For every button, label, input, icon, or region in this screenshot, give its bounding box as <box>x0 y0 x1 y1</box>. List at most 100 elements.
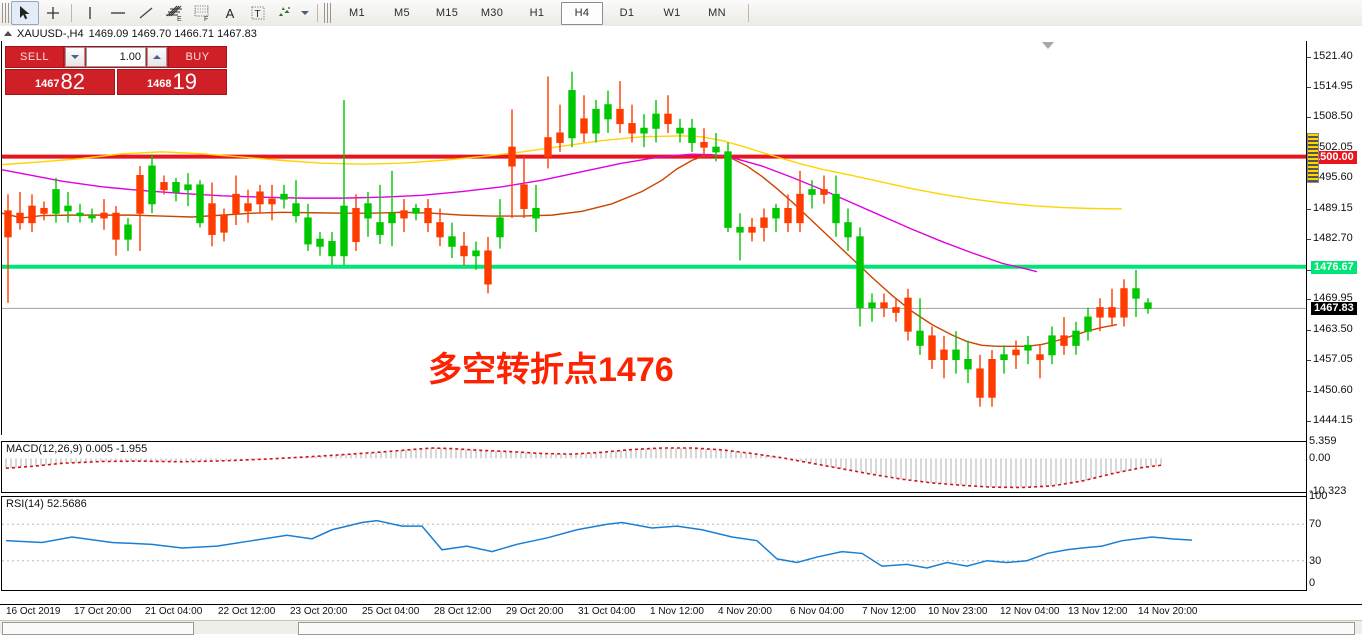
timeframe-mn[interactable]: MN <box>708 7 726 19</box>
shapes-icon[interactable] <box>272 1 300 25</box>
timeframe-h4[interactable]: H4 <box>561 1 603 25</box>
timeframe-d1[interactable]: D1 <box>619 7 635 19</box>
buy-button[interactable]: BUY <box>168 46 227 68</box>
candle <box>160 175 168 195</box>
price-scale-slider[interactable] <box>1307 133 1319 183</box>
buy-price-box[interactable]: 1468 19 <box>117 69 227 95</box>
symbol-name: XAUUSD-,H4 <box>17 27 84 40</box>
candle <box>496 199 504 249</box>
candle <box>1096 298 1104 332</box>
candle <box>472 241 480 270</box>
candle <box>736 213 744 261</box>
candle <box>580 95 588 143</box>
timeframe-m15[interactable]: M15 <box>435 7 459 19</box>
volume-increment-button[interactable] <box>147 47 167 67</box>
vertical-line-icon[interactable] <box>76 1 104 25</box>
candle <box>1120 279 1128 327</box>
candle <box>52 177 60 223</box>
candle <box>988 350 996 407</box>
candle <box>460 232 468 266</box>
candle <box>556 104 564 152</box>
scrollbar-thumb[interactable] <box>298 622 1355 635</box>
sell-price-decimal: 82 <box>60 69 85 94</box>
macd-signal-line <box>5 447 1163 489</box>
candle <box>844 208 852 251</box>
candle <box>568 71 576 148</box>
candle <box>952 331 960 374</box>
candle <box>28 194 36 233</box>
timeframe-grip[interactable] <box>324 3 331 23</box>
horizontal-line-icon[interactable] <box>104 1 132 25</box>
horizontal-scrollbar[interactable] <box>0 620 1362 635</box>
chart-plot-area: MACD(12,26,9) 0.005 -1.955 RSI(14) 52.56… <box>0 41 1362 617</box>
candle <box>1036 345 1044 379</box>
time-tick: 7 Nov 12:00 <box>862 606 916 617</box>
rsi-line <box>5 519 1193 569</box>
timeframe-m5[interactable]: M5 <box>394 7 410 19</box>
rsi-pane[interactable]: RSI(14) 52.5686 <box>1 496 1307 591</box>
sell-button[interactable]: SELL <box>5 46 64 68</box>
candle <box>316 232 324 256</box>
candle <box>916 298 924 355</box>
price-chart-svg <box>2 71 1306 407</box>
main-toolbar: E F A T M1 <box>0 0 1362 27</box>
svg-text:T: T <box>255 9 261 20</box>
candle <box>976 354 984 407</box>
timeframe-m1[interactable]: M1 <box>349 7 365 19</box>
text-icon[interactable]: A <box>225 5 235 21</box>
candle <box>724 142 732 233</box>
candle <box>892 298 900 322</box>
toolbar-divider-3 <box>748 4 749 22</box>
candle <box>628 104 636 143</box>
candle <box>328 232 336 266</box>
volume-control: 1.00 <box>64 46 168 68</box>
fibonacci-icon[interactable]: E <box>160 1 188 25</box>
cursor-icon[interactable] <box>11 1 39 25</box>
shapes-dropdown-caret-icon[interactable] <box>301 11 309 15</box>
candle <box>832 175 840 237</box>
timeframe-w1[interactable]: W1 <box>663 7 681 19</box>
timeframe-group: M1 M5 M15 M30 H1 H4 D1 W1 MN <box>336 1 738 25</box>
resistance-level-label[interactable]: 1500.00 <box>1311 150 1357 164</box>
candle <box>880 293 888 318</box>
trendline-icon[interactable] <box>132 1 160 25</box>
candle <box>40 201 48 221</box>
crosshair-icon[interactable] <box>39 1 67 25</box>
candle <box>748 217 756 242</box>
timeframe-h1[interactable]: H1 <box>529 7 545 19</box>
candle <box>1072 321 1080 355</box>
macd-chart-svg <box>5 447 1163 489</box>
timeframe-m30[interactable]: M30 <box>480 7 504 19</box>
chart-annotation-text[interactable]: 多空转折点1476 <box>428 351 674 389</box>
time-tick: 31 Oct 04:00 <box>578 606 636 617</box>
volume-input[interactable]: 1.00 <box>86 47 146 67</box>
candle <box>484 236 492 294</box>
chart-window: XAUUSD-,H4 1469.09 1469.70 1466.71 1467.… <box>0 26 1362 635</box>
candle <box>208 182 216 247</box>
sell-price-box[interactable]: 1467 82 <box>5 69 115 95</box>
volume-decrement-button[interactable] <box>65 47 85 67</box>
current-price-label[interactable]: 1467.83 <box>1311 302 1357 316</box>
candle <box>712 133 720 162</box>
price-pane[interactable] <box>1 41 1306 435</box>
candle <box>604 90 612 134</box>
time-tick: 28 Oct 12:00 <box>434 606 492 617</box>
candle <box>436 208 444 247</box>
candle <box>244 189 252 223</box>
candle <box>928 326 936 369</box>
candle <box>532 184 540 233</box>
chart-scroll-marker-icon[interactable] <box>1042 42 1054 49</box>
price-axis[interactable]: 1521.40 1514.95 1508.50 1502.05 1495.60 1489.… <box>1306 41 1362 589</box>
time-tick: 21 Oct 04:00 <box>145 606 203 617</box>
fibo-grid-icon[interactable]: F <box>188 1 216 25</box>
toolbar-grip[interactable] <box>2 3 9 23</box>
support-level-label[interactable]: 1476.67 <box>1311 260 1357 274</box>
macd-pane[interactable]: MACD(12,26,9) 0.005 -1.955 <box>1 441 1307 493</box>
MA-magenta <box>2 153 1038 273</box>
text-label-icon[interactable]: T <box>244 1 272 25</box>
candle <box>196 180 204 228</box>
candle <box>172 177 180 202</box>
chart-expand-icon[interactable] <box>4 31 12 36</box>
scrollbar-thumb-left[interactable] <box>2 622 194 635</box>
candle <box>1000 345 1008 374</box>
